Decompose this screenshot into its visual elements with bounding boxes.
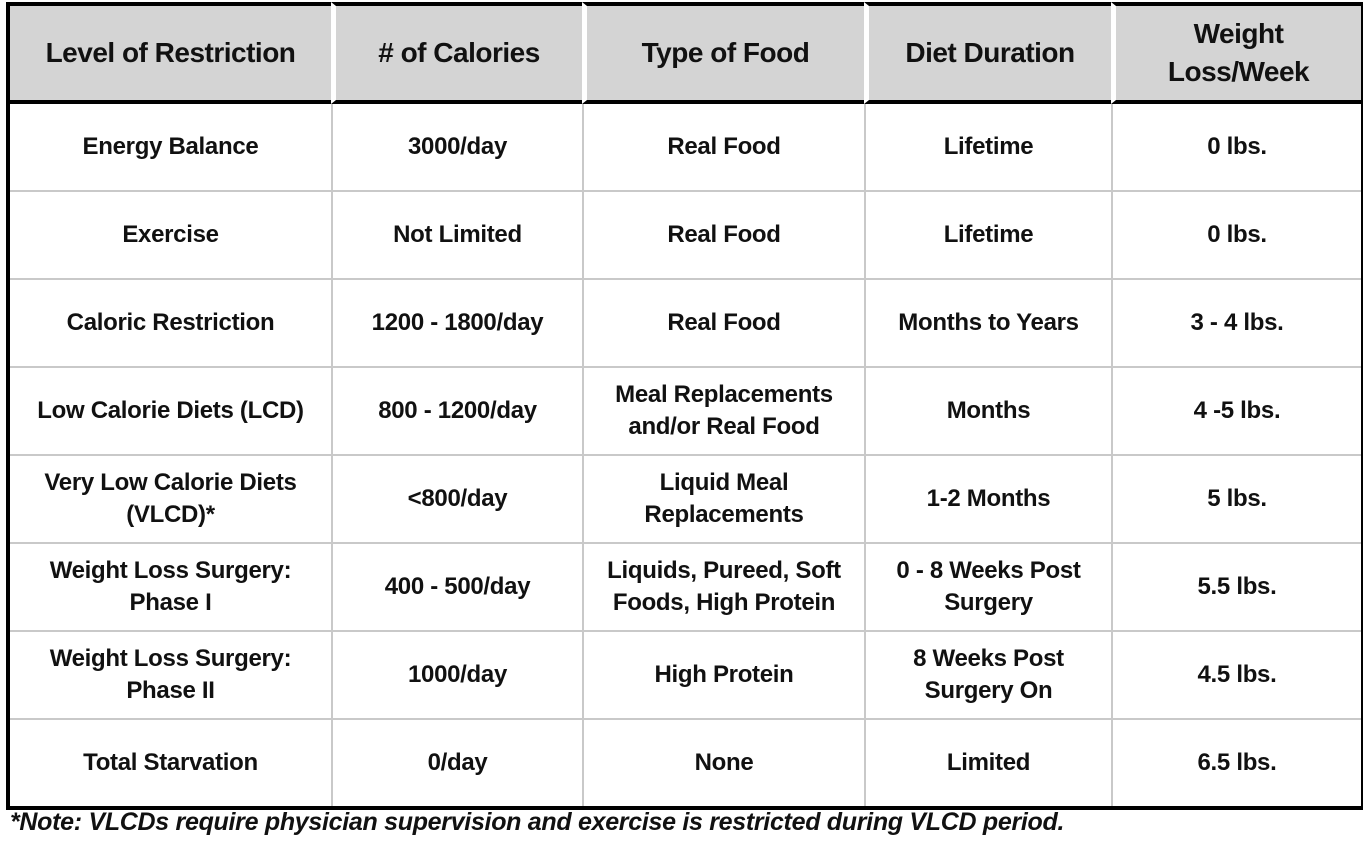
table-cell: High Protein: [582, 630, 864, 718]
table-cell: 8 Weeks Post Surgery On: [864, 630, 1111, 718]
table-cell: Caloric Restriction: [10, 278, 331, 366]
table-cell: 4 -5 lbs.: [1111, 366, 1361, 454]
table-cell: Real Food: [582, 104, 864, 190]
table-cell: 5 lbs.: [1111, 454, 1361, 542]
header-cell-diet-duration: Diet Duration: [864, 2, 1111, 104]
table-cell: 4.5 lbs.: [1111, 630, 1361, 718]
table-cell: Meal Replacements and/or Real Food: [582, 366, 864, 454]
header-cell-level-of-restriction: Level of Restriction: [10, 2, 331, 104]
table-cell: Very Low Calorie Diets (VLCD)*: [10, 454, 331, 542]
table-cell: Weight Loss Surgery: Phase II: [10, 630, 331, 718]
table-cell: Energy Balance: [10, 104, 331, 190]
table-cell: Months: [864, 366, 1111, 454]
table-cell: 3 - 4 lbs.: [1111, 278, 1361, 366]
header-cell-type-of-food: Type of Food: [582, 2, 864, 104]
header-cell-weight-loss-week: Weight Loss/Week: [1111, 2, 1361, 104]
table-row-total-starvation: Total Starvation 0/day None Limited 6.5 …: [10, 718, 1361, 806]
table-cell: 800 - 1200/day: [331, 366, 582, 454]
table-cell: Exercise: [10, 190, 331, 278]
table-row-wls-phase-1: Weight Loss Surgery: Phase I 400 - 500/d…: [10, 542, 1361, 630]
table-cell: Weight Loss Surgery: Phase I: [10, 542, 331, 630]
table-cell: 1000/day: [331, 630, 582, 718]
table-cell: 6.5 lbs.: [1111, 718, 1361, 806]
table-cell: Not Limited: [331, 190, 582, 278]
table-cell: 5.5 lbs.: [1111, 542, 1361, 630]
table-cell: Real Food: [582, 278, 864, 366]
table-cell: 1-2 Months: [864, 454, 1111, 542]
table-row-wls-phase-2: Weight Loss Surgery: Phase II 1000/day H…: [10, 630, 1361, 718]
table-row-low-calorie-diets: Low Calorie Diets (LCD) 800 - 1200/day M…: [10, 366, 1361, 454]
table-cell: 0 - 8 Weeks Post Surgery: [864, 542, 1111, 630]
table-cell: <800/day: [331, 454, 582, 542]
diet-restriction-table: Level of Restriction # of Calories Type …: [6, 2, 1363, 810]
table-cell: Liquids, Pureed, Soft Foods, High Protei…: [582, 542, 864, 630]
table-cell: Real Food: [582, 190, 864, 278]
table-row-very-low-calorie-diets: Very Low Calorie Diets (VLCD)* <800/day …: [10, 454, 1361, 542]
table-cell: 1200 - 1800/day: [331, 278, 582, 366]
table-cell: Limited: [864, 718, 1111, 806]
table-cell: 0/day: [331, 718, 582, 806]
table-cell: None: [582, 718, 864, 806]
table-cell: 0 lbs.: [1111, 104, 1361, 190]
table-row-caloric-restriction: Caloric Restriction 1200 - 1800/day Real…: [10, 278, 1361, 366]
table-cell: Months to Years: [864, 278, 1111, 366]
table-cell: Low Calorie Diets (LCD): [10, 366, 331, 454]
table-cell: Lifetime: [864, 104, 1111, 190]
table-cell: Liquid Meal Replacements: [582, 454, 864, 542]
table-row-exercise: Exercise Not Limited Real Food Lifetime …: [10, 190, 1361, 278]
table-cell: 0 lbs.: [1111, 190, 1361, 278]
table-cell: Lifetime: [864, 190, 1111, 278]
footnote: *Note: VLCDs require physician supervisi…: [10, 808, 1065, 836]
table-cell: 400 - 500/day: [331, 542, 582, 630]
header-row: Level of Restriction # of Calories Type …: [10, 2, 1361, 104]
table-cell: 3000/day: [331, 104, 582, 190]
table-row-energy-balance: Energy Balance 3000/day Real Food Lifeti…: [10, 104, 1361, 190]
table-cell: Total Starvation: [10, 718, 331, 806]
header-cell-num-calories: # of Calories: [331, 2, 582, 104]
